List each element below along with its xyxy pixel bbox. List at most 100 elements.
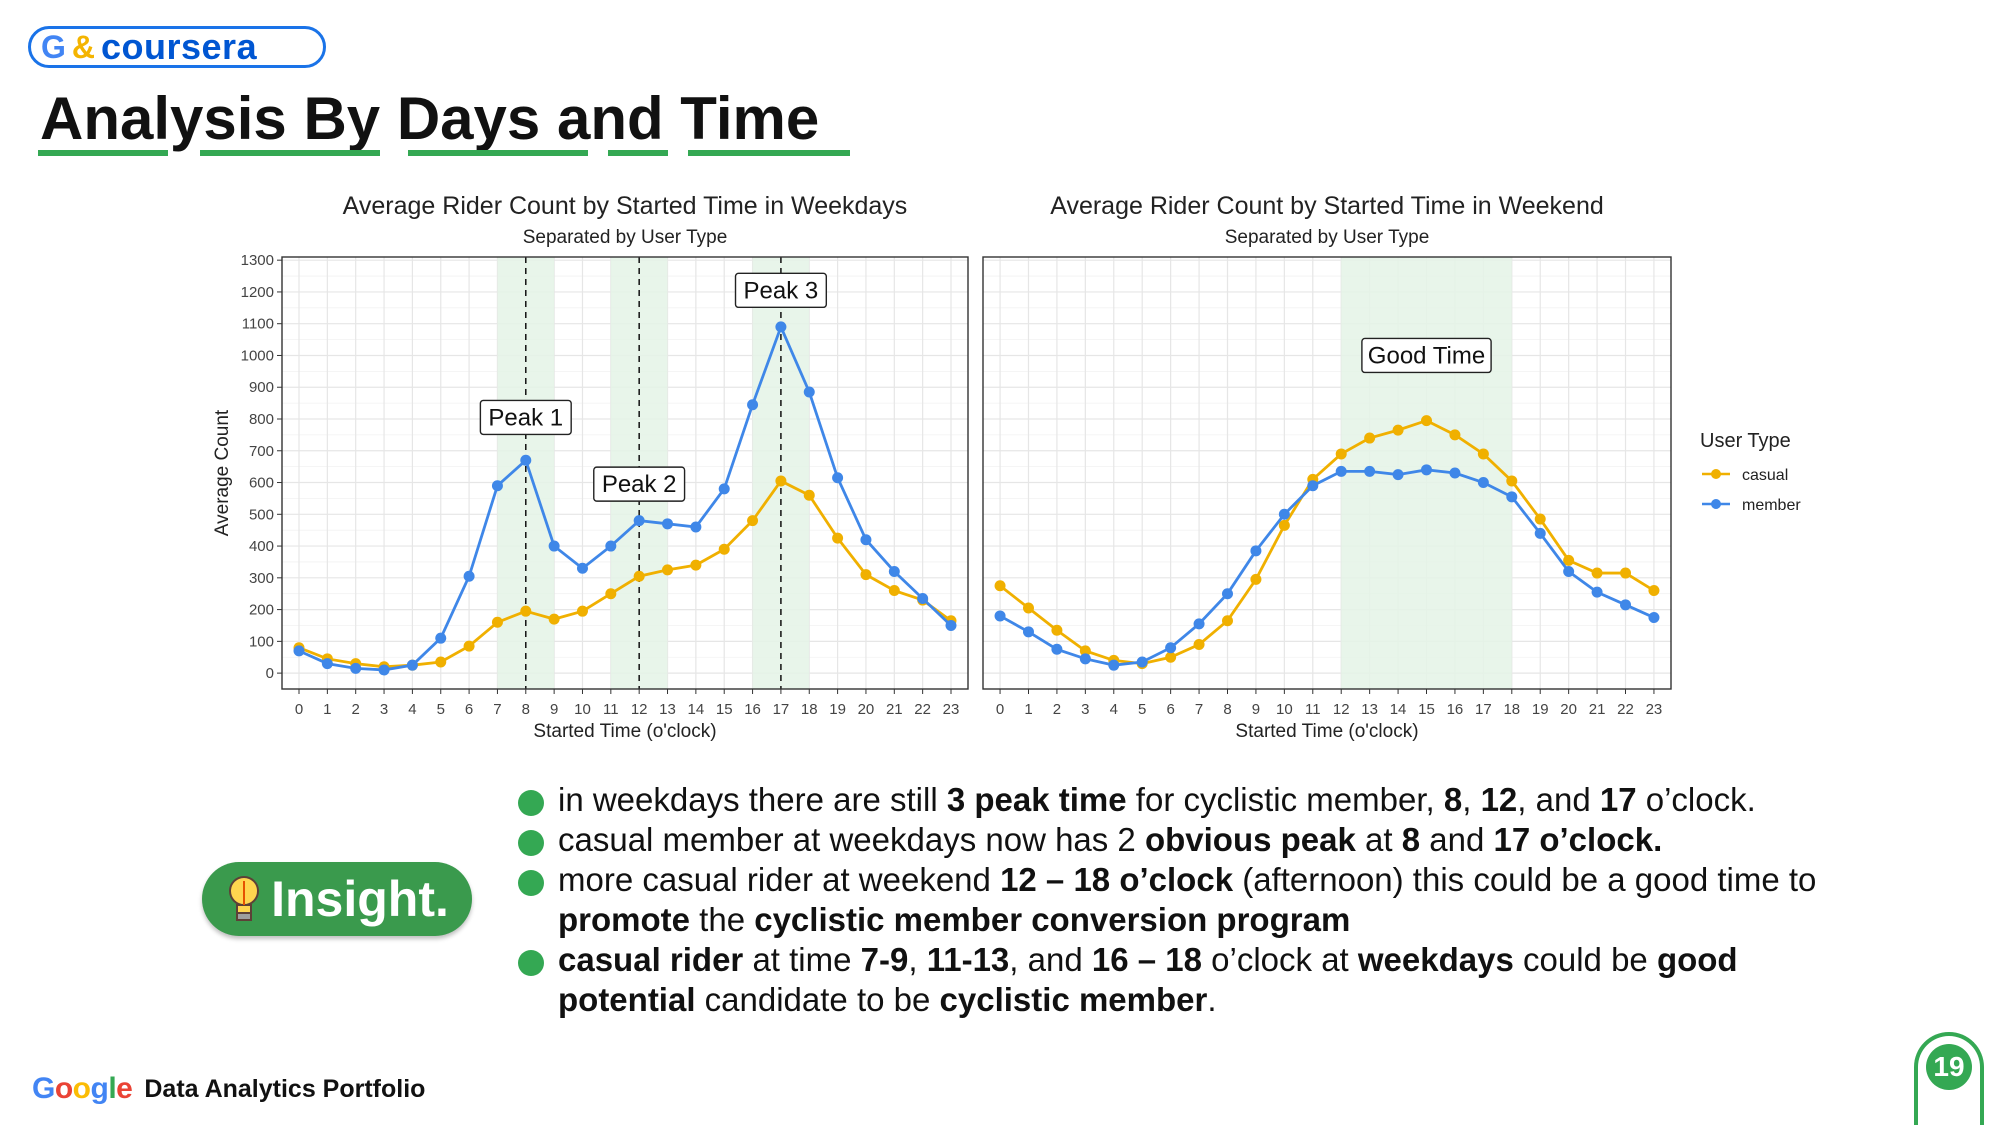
x-tick-label: 0 bbox=[295, 701, 303, 718]
data-point-member bbox=[1193, 618, 1205, 630]
data-point-casual bbox=[548, 613, 560, 625]
x-tick-label: 19 bbox=[829, 701, 846, 718]
annotation-box bbox=[734, 272, 828, 309]
y-tick-label: 100 bbox=[249, 633, 274, 650]
annotation-label: Peak 1 bbox=[488, 404, 563, 431]
data-point-member bbox=[747, 399, 759, 411]
data-point-member bbox=[832, 472, 844, 484]
legend: User Type casual member bbox=[1700, 430, 1801, 514]
x-tick-label: 0 bbox=[996, 701, 1004, 718]
x-tick-label: 4 bbox=[408, 701, 416, 718]
x-tick-label: 11 bbox=[1305, 701, 1321, 718]
x-tick-label: 18 bbox=[801, 701, 818, 718]
data-point-member bbox=[1051, 643, 1063, 655]
insight-label: Insight. bbox=[271, 871, 449, 927]
x-tick-label: 22 bbox=[1617, 701, 1634, 718]
data-point-member bbox=[662, 518, 674, 530]
x-tick-label: 20 bbox=[858, 701, 875, 718]
data-point-casual bbox=[747, 515, 759, 527]
x-tick-label: 6 bbox=[465, 701, 473, 718]
bullet-dot-icon bbox=[518, 830, 544, 856]
footer: Google Data Analytics Portfolio bbox=[32, 1072, 425, 1106]
data-point-casual bbox=[1620, 567, 1632, 579]
x-tick-label: 2 bbox=[352, 701, 360, 718]
data-point-member bbox=[350, 662, 362, 674]
x-tick-label: 12 bbox=[1333, 701, 1350, 718]
y-tick-label: 1000 bbox=[241, 347, 274, 364]
data-point-casual bbox=[1079, 645, 1091, 657]
y-tick-label: 900 bbox=[249, 379, 274, 396]
google-logo: Google bbox=[32, 1072, 133, 1105]
data-point-member bbox=[378, 664, 390, 676]
data-point-casual bbox=[435, 656, 447, 668]
brand-ampersand: & bbox=[71, 28, 95, 65]
x-tick-label: 19 bbox=[1532, 701, 1549, 718]
x-tick-label: 5 bbox=[437, 701, 445, 718]
data-point-member bbox=[775, 321, 787, 333]
y-tick-label: 400 bbox=[249, 538, 274, 555]
annotation-label: Peak 2 bbox=[602, 471, 677, 498]
data-point-casual bbox=[1221, 615, 1233, 627]
x-tick-label: 14 bbox=[1390, 701, 1407, 718]
data-point-casual bbox=[775, 475, 787, 487]
page-number: 19 bbox=[1926, 1044, 1972, 1090]
insight-bullets: in weekdays there are still 3 peak time … bbox=[518, 780, 1818, 1020]
data-point-member bbox=[1079, 653, 1091, 665]
data-point-casual bbox=[1506, 475, 1518, 487]
x-tick-label: 12 bbox=[631, 701, 648, 718]
data-point-member bbox=[1278, 508, 1290, 520]
x-tick-label: 2 bbox=[1053, 701, 1061, 718]
y-tick-label: 700 bbox=[249, 443, 274, 460]
coursera-logo: G & coursera bbox=[28, 26, 326, 68]
x-axis-label: Started Time (o'clock) bbox=[1235, 721, 1418, 742]
lightbulb-icon bbox=[229, 876, 260, 921]
data-point-casual bbox=[1165, 651, 1177, 663]
x-tick-label: 3 bbox=[1081, 701, 1089, 718]
data-point-member bbox=[888, 565, 900, 577]
x-tick-label: 6 bbox=[1166, 701, 1174, 718]
x-tick-label: 10 bbox=[1276, 701, 1293, 718]
x-tick-label: 13 bbox=[659, 701, 676, 718]
x-tick-label: 16 bbox=[744, 701, 761, 718]
x-tick-label: 15 bbox=[1418, 701, 1435, 718]
data-point-casual bbox=[718, 543, 730, 555]
chart-title: Average Rider Count by Started Time in W… bbox=[1050, 192, 1604, 220]
data-point-member bbox=[435, 632, 447, 644]
x-tick-label: 7 bbox=[1195, 701, 1203, 718]
x-tick-label: 9 bbox=[1252, 701, 1260, 718]
y-tick-label: 1100 bbox=[242, 316, 274, 333]
data-point-casual bbox=[520, 605, 532, 617]
x-tick-label: 20 bbox=[1560, 701, 1577, 718]
panel-border bbox=[982, 256, 1672, 690]
data-point-member bbox=[1591, 586, 1603, 598]
bullet-dot-icon bbox=[518, 870, 544, 896]
x-tick-label: 8 bbox=[522, 701, 530, 718]
x-tick-label: 16 bbox=[1447, 701, 1464, 718]
data-point-member bbox=[994, 610, 1006, 622]
x-tick-label: 11 bbox=[603, 701, 619, 718]
data-point-member bbox=[1477, 477, 1489, 489]
bullet-dot-icon bbox=[518, 790, 544, 816]
data-point-member bbox=[1364, 465, 1376, 477]
data-point-casual bbox=[1421, 415, 1433, 427]
title-underline bbox=[38, 150, 850, 156]
data-point-casual bbox=[803, 489, 815, 501]
y-tick-label: 200 bbox=[249, 602, 274, 619]
x-tick-label: 1 bbox=[323, 701, 331, 718]
data-point-member bbox=[1506, 491, 1518, 503]
data-point-casual bbox=[1364, 432, 1376, 444]
x-tick-label: 17 bbox=[1475, 701, 1492, 718]
data-point-member bbox=[1136, 656, 1148, 668]
data-point-member bbox=[1534, 527, 1546, 539]
data-point-member bbox=[520, 454, 532, 466]
y-tick-label: 500 bbox=[249, 506, 274, 523]
data-point-member bbox=[690, 521, 702, 533]
data-point-casual bbox=[832, 532, 844, 544]
data-point-member bbox=[1335, 465, 1347, 477]
x-tick-label: 3 bbox=[380, 701, 388, 718]
insight-bullet: casual rider at time 7-9, 11-13, and 16 … bbox=[518, 940, 1818, 1020]
data-point-casual bbox=[1193, 639, 1205, 651]
x-tick-label: 5 bbox=[1138, 701, 1146, 718]
data-point-member bbox=[1022, 626, 1034, 638]
chart-subtitle: Separated by User Type bbox=[523, 227, 728, 248]
